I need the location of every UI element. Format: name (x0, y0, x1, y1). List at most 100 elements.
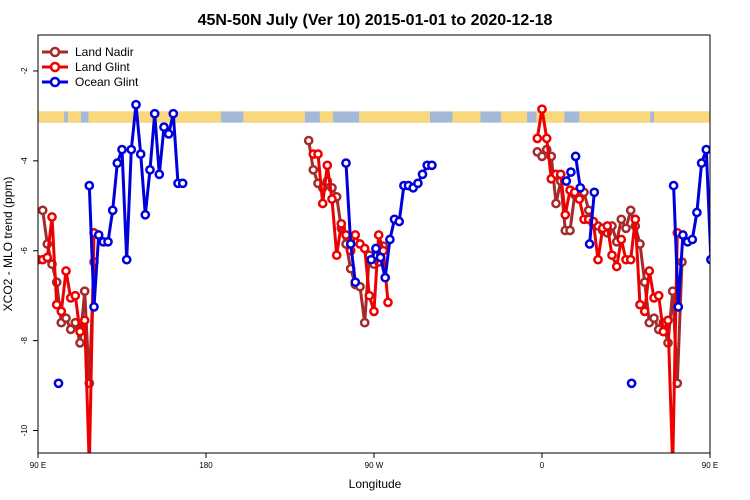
x-axis: 90 E 180 90 W 0 90 E (30, 453, 718, 470)
series-line-ocean-glint (588, 192, 596, 245)
data-point-ocean-glint (366, 254, 377, 265)
data-point-land-glint (331, 250, 342, 261)
data-point-land-nadir (616, 214, 627, 225)
series-land-nadir (38, 135, 687, 389)
data-point-land-glint (644, 266, 655, 276)
y-tick-label: -10 (20, 424, 29, 436)
data-point-land-nadir (79, 286, 90, 297)
legend-label: Land Nadir (75, 45, 134, 59)
data-point-land-nadir (38, 205, 48, 216)
data-point-land-glint (611, 261, 622, 272)
series-line-ocean-glint (672, 148, 710, 309)
data-point-land-glint (560, 209, 571, 220)
data-point-land-glint (630, 214, 641, 225)
data-point-ocean-glint (566, 167, 576, 177)
data-point-ocean-glint (159, 122, 169, 132)
data-point-ocean-glint (692, 207, 702, 218)
data-point-ocean-glint (678, 230, 688, 240)
data-point-land-glint (341, 230, 351, 240)
data-point-land-glint (532, 133, 543, 144)
data-point-ocean-glint (177, 178, 188, 189)
data-point-land-glint (541, 133, 552, 144)
data-point-ocean-glint (163, 129, 174, 139)
data-point-land-nadir (649, 313, 659, 324)
data-point-land-glint (359, 243, 370, 254)
data-point-ocean-glint (117, 144, 127, 155)
data-point-land-glint (336, 218, 347, 229)
data-point-land-glint (70, 290, 81, 301)
map-strip-land (452, 111, 481, 123)
data-point-land-glint (42, 252, 53, 263)
map-strip-land (67, 111, 81, 123)
data-point-land-nadir (621, 223, 631, 234)
x-tick-label: 90 E (30, 461, 46, 470)
data-point-ocean-glint (706, 254, 710, 265)
data-point-land-nadir (61, 313, 71, 324)
data-point-land-glint (593, 254, 603, 265)
data-point-ocean-glint (626, 378, 637, 389)
data-point-ocean-glint (93, 230, 104, 240)
legend-label: Ocean Glint (75, 75, 139, 89)
data-point-land-glint (616, 234, 627, 245)
legend-swatch-marker (49, 61, 61, 73)
data-point-land-glint (364, 290, 375, 301)
data-point-ocean-glint (701, 144, 710, 155)
data-point-ocean-glint (126, 144, 137, 155)
data-point-ocean-glint (575, 182, 586, 193)
map-strip-land (319, 111, 333, 123)
data-point-land-glint (574, 194, 585, 204)
data-point-land-glint (653, 290, 664, 301)
data-point-ocean-glint (696, 158, 707, 168)
x-tick-label: 90 W (365, 461, 384, 470)
data-point-ocean-glint (413, 178, 423, 189)
data-point-land-glint (313, 149, 323, 159)
data-point-ocean-glint (107, 205, 118, 216)
y-axis-label: XCO2 - MLO trend (ppm) (1, 177, 15, 312)
data-point-land-nadir (359, 317, 370, 328)
data-point-land-nadir (75, 338, 85, 348)
data-point-land-glint (602, 221, 613, 231)
data-point-land-glint (373, 230, 384, 240)
data-point-land-glint (607, 250, 617, 261)
x-tick-label: 0 (540, 461, 545, 470)
data-point-ocean-glint (154, 169, 165, 180)
x-axis-label: Longitude (349, 477, 402, 491)
data-point-ocean-glint (135, 149, 146, 159)
data-point-ocean-glint (145, 164, 155, 175)
map-strip-land (38, 111, 65, 123)
data-point-ocean-glint (584, 239, 595, 249)
data-point-land-nadir (303, 135, 314, 146)
legend-swatch-marker (49, 46, 61, 58)
data-point-ocean-glint (121, 254, 132, 265)
legend-item-land-nadir: Land Nadir (42, 45, 134, 59)
data-point-ocean-glint (417, 169, 428, 180)
data-point-ocean-glint (385, 234, 395, 245)
data-point-ocean-glint (140, 209, 151, 220)
data-point-land-glint (51, 299, 62, 310)
data-point-land-glint (669, 463, 676, 470)
data-point-land-nadir (308, 164, 319, 175)
legend-item-ocean-glint: Ocean Glint (42, 75, 139, 89)
x-tick-label: 90 E (702, 461, 718, 470)
legend-item-land-glint: Land Glint (42, 60, 130, 74)
data-point-ocean-glint (112, 158, 123, 168)
data-point-ocean-glint (687, 234, 698, 245)
data-point-ocean-glint (375, 252, 386, 263)
data-point-ocean-glint (89, 302, 99, 312)
data-point-ocean-glint (380, 272, 391, 283)
map-strip-land (579, 111, 651, 123)
data-point-land-glint (369, 306, 379, 317)
data-point-ocean-glint (168, 108, 179, 119)
y-tick-label: -6 (20, 247, 29, 255)
data-point-land-glint (317, 198, 328, 209)
data-point-ocean-glint (427, 160, 437, 171)
data-point-ocean-glint (350, 277, 361, 288)
data-point-ocean-glint (668, 180, 679, 191)
data-point-land-nadir (625, 205, 636, 216)
data-point-land-glint (86, 463, 93, 470)
series-ocean-glint (53, 99, 710, 389)
data-point-ocean-glint (561, 176, 572, 186)
data-point-land-glint (56, 306, 67, 317)
